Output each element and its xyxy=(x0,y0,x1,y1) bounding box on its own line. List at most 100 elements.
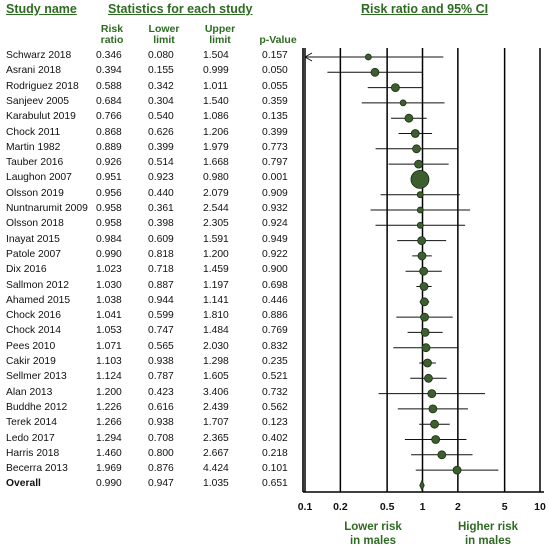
upper-limit-cell: 1.011 xyxy=(203,80,229,92)
upper-limit-cell: 1.206 xyxy=(203,126,229,138)
study-name-cell: Terek 2014 xyxy=(6,417,57,429)
p-value-cell: 0.797 xyxy=(262,157,288,169)
upper-limit-cell: 1.605 xyxy=(203,371,229,383)
point-estimate-marker xyxy=(370,67,380,77)
lower-limit-cell: 0.787 xyxy=(148,371,174,383)
lower-limit-cell: 0.747 xyxy=(148,325,174,337)
p-value-cell: 0.924 xyxy=(262,218,288,230)
lower-limit-cell: 0.887 xyxy=(148,279,174,291)
lower-limit-cell: 0.423 xyxy=(148,386,174,398)
lower-limit-cell: 0.626 xyxy=(148,126,174,138)
table-row: Dix 2016 1.023 0.718 1.459 0.900 xyxy=(0,264,300,279)
x-tick-label: 0.5 xyxy=(380,501,395,513)
risk-ratio-cell: 0.394 xyxy=(96,65,122,77)
point-estimate-marker xyxy=(420,297,429,307)
upper-limit-cell: 1.484 xyxy=(203,325,229,337)
point-estimate-marker xyxy=(416,221,424,229)
table-row: Martin 1982 0.889 0.399 1.979 0.773 xyxy=(0,142,300,157)
upper-limit-cell: 3.406 xyxy=(203,386,229,398)
table-row: Cakir 2019 1.103 0.938 1.298 0.235 xyxy=(0,356,300,371)
study-name-cell: Ledo 2017 xyxy=(6,432,55,444)
study-name-cell: Harris 2018 xyxy=(6,447,60,459)
table-row: Sallmon 2012 1.030 0.887 1.197 0.698 xyxy=(0,280,300,295)
study-name-cell: Martin 1982 xyxy=(6,141,61,153)
point-estimate-marker xyxy=(410,129,420,138)
risk-ratio-cell: 0.588 xyxy=(96,80,122,92)
p-value-cell: 0.932 xyxy=(262,203,288,214)
lower-limit-cell: 0.876 xyxy=(148,463,174,475)
table-row: Laughon 2007 0.951 0.923 0.980 0.001 xyxy=(0,172,300,187)
lower-limit-cell: 0.944 xyxy=(148,294,174,306)
study-name-cell: Tauber 2016 xyxy=(6,157,64,169)
upper-limit-cell: 1.591 xyxy=(203,233,229,245)
point-estimate-marker xyxy=(437,450,447,460)
study-name-cell: Sanjeev 2005 xyxy=(6,95,69,107)
point-estimate-marker xyxy=(416,206,424,214)
p-value-cell: 0.698 xyxy=(262,279,288,291)
study-name-cell: Nuntnarumit 2009 xyxy=(6,203,88,214)
upper-limit-cell: 1.540 xyxy=(203,95,229,107)
study-name-cell: Alan 2013 xyxy=(6,386,53,398)
point-estimate-marker xyxy=(427,389,437,399)
lower-limit-cell: 0.080 xyxy=(148,50,174,61)
point-estimate-marker xyxy=(420,312,429,322)
study-name-header: Study name xyxy=(6,2,77,16)
table-row: Asrani 2018 0.394 0.155 0.999 0.050 xyxy=(0,65,300,80)
table-row: Rodriguez 2018 0.588 0.342 1.011 0.055 xyxy=(0,81,300,96)
risk-ratio-cell: 0.684 xyxy=(96,95,122,107)
study-name-cell: Olsson 2019 xyxy=(6,187,64,199)
lower-limit-cell: 0.800 xyxy=(148,447,174,459)
point-estimate-marker xyxy=(419,282,429,291)
study-name-cell: Becerra 2013 xyxy=(6,463,68,475)
point-estimate-marker xyxy=(424,373,433,383)
table-row: Sanjeev 2005 0.684 0.304 1.540 0.359 xyxy=(0,96,300,111)
upper-limit-cell: 1.035 xyxy=(203,478,229,490)
p-value-cell: 0.101 xyxy=(262,463,288,475)
lower-limit-cell: 0.938 xyxy=(148,417,174,429)
lower-limit-cell: 0.398 xyxy=(148,218,174,230)
upper-limit-cell: 1.504 xyxy=(203,50,229,61)
study-name-cell: Chock 2011 xyxy=(6,126,61,138)
x-tick-label: 10 xyxy=(534,501,546,513)
study-name-cell: Cakir 2019 xyxy=(6,356,56,367)
p-value-cell: 0.769 xyxy=(262,325,288,337)
point-estimate-marker xyxy=(430,419,439,429)
p-value-cell: 0.235 xyxy=(262,356,288,367)
table-row: Becerra 2013 1.969 0.876 4.424 0.101 xyxy=(0,463,300,478)
lower-limit-cell: 0.947 xyxy=(148,478,174,490)
p-value-cell: 0.900 xyxy=(262,264,288,276)
table-row: Patole 2007 0.990 0.818 1.200 0.922 xyxy=(0,249,300,264)
point-estimate-marker xyxy=(417,251,427,261)
risk-ratio-cell: 0.990 xyxy=(96,478,122,490)
point-estimate-marker xyxy=(423,358,432,368)
upper-limit-cell: 1.979 xyxy=(203,141,229,153)
risk-ratio-column-header: Risk ratio xyxy=(100,23,124,46)
lower-limit-cell: 0.708 xyxy=(148,432,174,444)
risk-ratio-cell: 0.926 xyxy=(96,157,122,169)
table-row: Ahamed 2015 1.038 0.944 1.141 0.446 xyxy=(0,295,300,310)
lower-limit-cell: 0.616 xyxy=(148,401,174,413)
study-name-cell: Sallmon 2012 xyxy=(6,279,69,291)
study-name-cell: Rodriguez 2018 xyxy=(6,80,79,92)
risk-ratio-cell: 1.041 xyxy=(96,310,122,322)
p-value-cell: 0.909 xyxy=(262,187,288,199)
study-name-cell: Dix 2016 xyxy=(6,264,47,276)
p-value-cell: 0.446 xyxy=(262,294,288,306)
upper-limit-cell: 2.079 xyxy=(203,187,229,199)
x-tick-label: 2 xyxy=(455,501,461,513)
table-row: Nuntnarumit 2009 0.958 0.361 2.544 0.932 xyxy=(0,203,300,218)
lower-limit-cell: 0.540 xyxy=(148,111,174,123)
point-estimate-marker xyxy=(399,99,407,107)
p-value-cell: 0.521 xyxy=(262,371,288,383)
upper-limit-cell: 1.668 xyxy=(203,157,229,169)
point-estimate-marker xyxy=(404,113,414,123)
upper-limit-cell: 1.086 xyxy=(203,111,229,123)
p-value-cell: 0.123 xyxy=(262,417,288,429)
risk-ratio-cell: 1.969 xyxy=(96,463,122,475)
table-row: Tauber 2016 0.926 0.514 1.668 0.797 xyxy=(0,157,300,172)
p-value-cell: 0.055 xyxy=(262,80,288,92)
upper-limit-cell: 1.197 xyxy=(203,279,229,291)
risk-ratio-cell: 0.958 xyxy=(96,218,122,230)
lower-limit-cell: 0.599 xyxy=(148,310,174,322)
truncation-arrow xyxy=(304,52,313,62)
